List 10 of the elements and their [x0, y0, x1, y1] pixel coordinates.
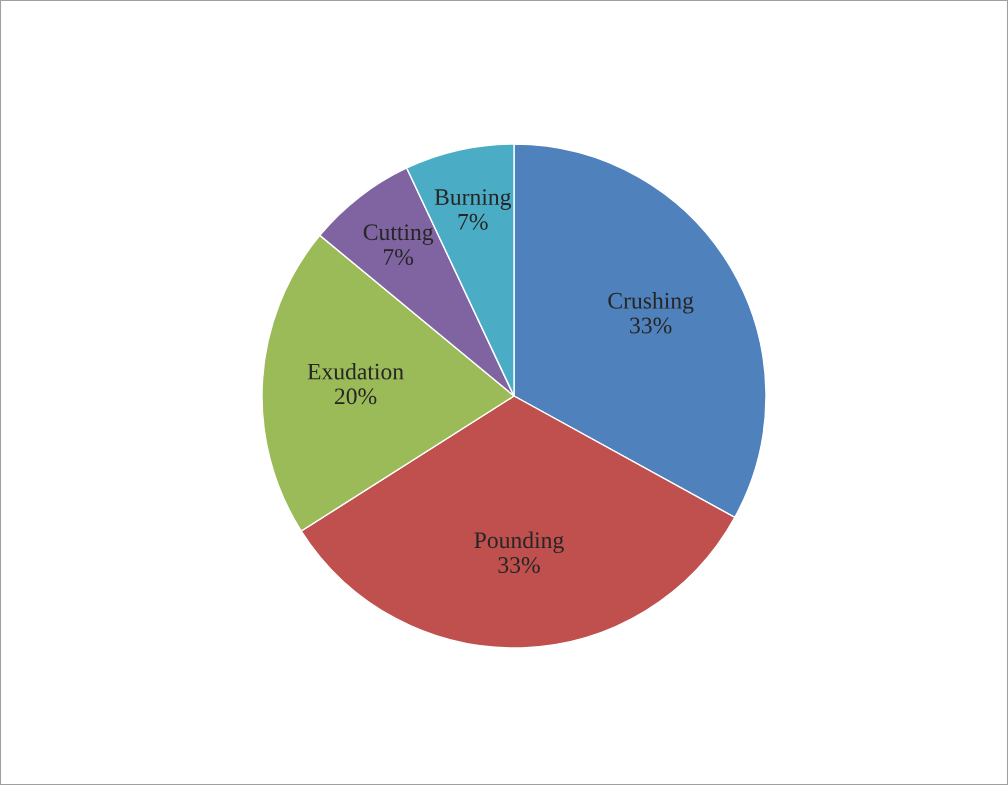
slice-label: Cutting — [363, 224, 434, 246]
slice-label: Burning — [434, 189, 512, 210]
data-label: 7% — [383, 248, 414, 265]
slice-label: Crushing — [608, 292, 694, 314]
data-label: 20% — [334, 388, 377, 405]
data-label: 33% — [630, 317, 672, 334]
slice-label: Exudation — [307, 362, 404, 380]
data-label: 7% — [458, 213, 488, 230]
slice-label: Pounding — [474, 531, 564, 554]
data-label: 33% — [498, 557, 540, 574]
